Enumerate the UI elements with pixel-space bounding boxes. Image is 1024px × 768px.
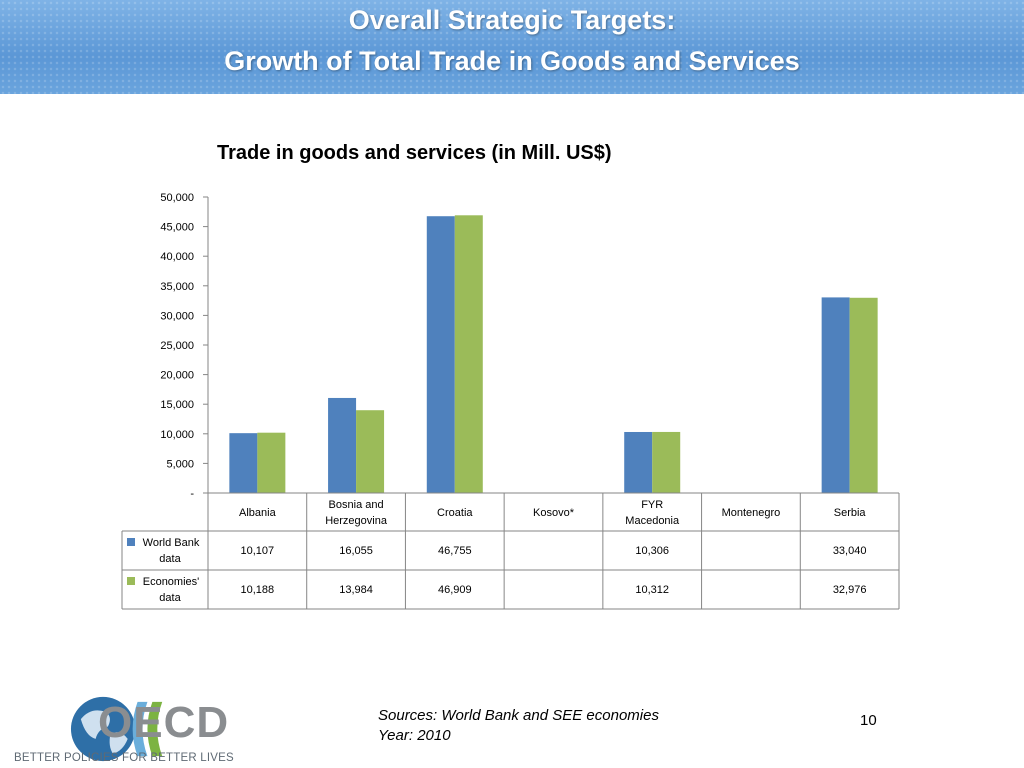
category-label: Bosnia and [329,499,384,511]
data-value-label: 10,306 [635,545,669,557]
bar-world-bank-0 [229,433,258,493]
category-label: FYR [641,499,663,511]
sources-line: Sources: World Bank and SEE economies [378,707,659,724]
bar-economies-0 [257,432,286,493]
category-label: Montenegro [722,507,781,519]
data-value-label: 10,188 [241,584,275,596]
category-label: Croatia [437,507,473,519]
legend-label: data [159,592,181,604]
y-tick-label: 35,000 [160,281,194,293]
y-tick-label: - [190,488,194,500]
data-value-label: 10,107 [241,545,275,557]
sources-note: Sources: World Bank and SEE economies Ye… [378,706,659,746]
y-tick-label: 45,000 [160,222,194,234]
bar-world-bank-4 [624,431,653,493]
year-line: Year: 2010 [378,727,451,744]
header-banner [0,0,1024,94]
data-value-label: 16,055 [339,545,373,557]
category-label: Kosovo* [533,507,575,519]
category-label: Macedonia [625,515,680,527]
oecd-logo-text: OECD [98,698,230,747]
y-tick-label: 40,000 [160,251,194,263]
bar-economies-1 [356,410,385,493]
category-label: Serbia [834,507,867,519]
category-label: Albania [239,507,277,519]
oecd-tagline: BETTER POLICIES FOR BETTER LIVES [14,752,234,764]
legend-swatch-world-bank [127,538,135,546]
legend-label: Economies' [143,576,200,588]
data-value-label: 46,909 [438,584,472,596]
y-tick-label: 50,000 [160,192,194,204]
data-value-label: 33,040 [833,545,867,557]
slide-title-line-2: Growth of Total Trade in Goods and Servi… [224,46,800,76]
y-tick-label: 10,000 [160,429,194,441]
oecd-globe-logo [70,696,163,762]
legend-swatch-economies [127,577,135,585]
bar-world-bank-6 [821,297,850,493]
data-value-label: 32,976 [833,584,867,596]
slide-title-line-1: Overall Strategic Targets: [348,5,676,35]
chart-title: Trade in goods and services (in Mill. US… [217,142,612,164]
bar-world-bank-2 [426,216,455,494]
bar-economies-6 [849,297,878,493]
legend-label: data [159,553,181,565]
bar-economies-4 [652,431,681,493]
y-tick-label: 20,000 [160,370,194,382]
bar-world-bank-1 [328,397,357,493]
y-tick-label: 5,000 [166,458,194,470]
category-label: Herzegovina [325,515,388,527]
data-value-label: 10,312 [635,584,669,596]
y-tick-label: 30,000 [160,310,194,322]
legend-label: World Bank [143,537,200,549]
page-number: 10 [860,712,877,729]
bar-economies-2 [454,215,483,494]
data-value-label: 13,984 [339,584,373,596]
data-value-label: 46,755 [438,545,472,557]
y-tick-label: 15,000 [160,399,194,411]
y-tick-label: 25,000 [160,340,194,352]
